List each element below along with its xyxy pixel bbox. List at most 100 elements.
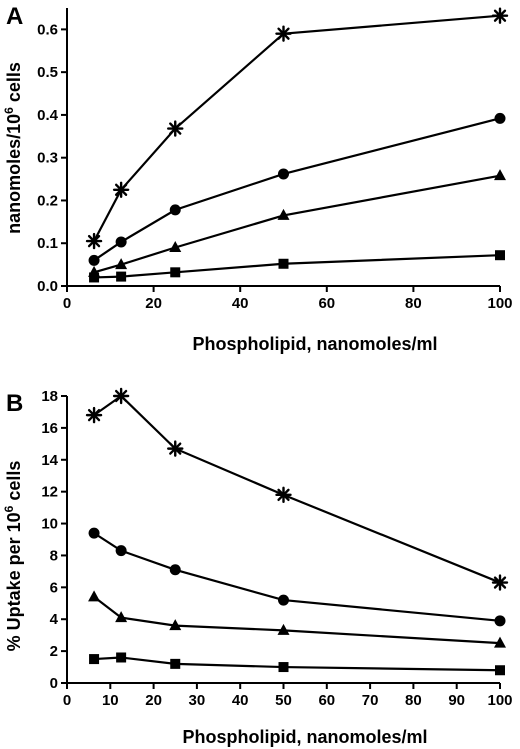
panel-b-series-line-asterisk [93, 394, 501, 584]
panel-b-x-tick-label: 60 [318, 692, 335, 709]
panel-b-y-tick-label: 12 [41, 484, 58, 501]
panel-a-y-tick-label: 0.6 [37, 21, 58, 38]
panel-a-point-asterisk [491, 7, 509, 24]
panel-a-point-triangle [169, 241, 182, 253]
panel-b-y-axis-title: % Uptake per 106 cells [2, 461, 24, 652]
panel-a-point-asterisk [167, 120, 184, 137]
panel-b-x-tick-label: 30 [189, 692, 206, 709]
panel-b-y-axis-title-sup: 6 [2, 505, 16, 512]
panel-a-y-tick-label: 0.1 [37, 235, 58, 252]
panel-a-point-asterisk-stroke [277, 27, 290, 40]
panel-a-x-tick-label: 0 [63, 295, 71, 312]
panel-b-point-asterisk [275, 486, 292, 504]
panel-a-point-asterisk-stroke [493, 9, 507, 22]
panel-b-point-asterisk-stroke [114, 389, 128, 403]
panel-a-y-tick-label: 0.3 [37, 150, 58, 167]
panel-b-x-tick-label: 10 [102, 692, 119, 709]
panel-a-letter: A [6, 3, 23, 30]
panel-b-point-circle [88, 527, 100, 539]
panel-b-point-circle [169, 564, 181, 576]
panel-b-series-line-triangle [93, 596, 501, 645]
panel-a-point-asterisk-stroke [87, 234, 101, 248]
panel-a-x-axis-title: Phospholipid, nanomoles/ml [192, 334, 437, 354]
panel-b-point-asterisk [85, 406, 103, 424]
panel-b-point-square [278, 662, 289, 673]
panel-b-point-circle [278, 594, 289, 606]
panel-b-point-asterisk-stroke [87, 408, 101, 422]
panel-a-x-tick-label: 100 [487, 295, 512, 312]
panel-b-point-circle [494, 615, 506, 627]
panel-b-ticks: 0 10 20 30 40 50 60 70 80 90 100 0 2 4 6 8 10 12 14 16 18 [41, 388, 512, 709]
panel-a-point-triangle [115, 258, 128, 270]
panel-b-x-tick-label: 20 [145, 692, 162, 709]
panel-a-y-tick-label: 0.0 [37, 278, 58, 295]
panel-b-point-triangle [277, 623, 290, 635]
panel-a-y-axis-title-tail: cells [4, 62, 24, 107]
panel-a-y-axis-title-main: nanomoles/10 [4, 114, 24, 234]
panel-b-series-line-square [93, 656, 501, 672]
panel-b-y-tick-label: 6 [50, 579, 58, 596]
panel-b-point-asterisk-stroke [493, 576, 507, 589]
panel-a-point-circle [169, 204, 181, 216]
panel-a-x-tick-label: 20 [145, 295, 162, 312]
panel-b-point-square [495, 665, 505, 676]
panel-b-point-circle [115, 545, 127, 557]
panel-b-y-axis-title-tail: cells [4, 461, 24, 506]
panel-b-y-tick-label: 10 [41, 516, 58, 533]
panel-a-axes [66, 8, 500, 287]
panel-b-y-axis-title-main: % Uptake per 10 [4, 512, 24, 651]
panel-a-x-tick-label: 40 [232, 295, 249, 312]
panel-a-series-line-circle [93, 117, 501, 262]
panel-a-point-asterisk [112, 181, 130, 198]
panel-b-point-asterisk [167, 440, 184, 457]
panel-b-point-asterisk [491, 574, 509, 591]
panel-b-x-tick-label: 0 [63, 692, 71, 709]
panel-b-point-triangle [115, 611, 128, 623]
panel-a-y-tick-label: 0.2 [37, 192, 58, 209]
panel-a-point-asterisk-stroke [114, 183, 128, 196]
panel-a-point-circle [115, 236, 127, 248]
panel-b-point-triangle [88, 590, 101, 602]
panel-b-x-tick-label: 70 [362, 692, 379, 709]
panel-b-series [85, 387, 509, 676]
panel-b-y-tick-label: 18 [41, 388, 58, 405]
panel-b-y-tick-label: 14 [41, 452, 58, 469]
panel-a-point-square [278, 258, 289, 269]
panel-b-x-tick-label: 50 [275, 692, 292, 709]
panel-a-point-triangle [277, 208, 290, 220]
panel-b-point-asterisk-stroke [277, 488, 290, 502]
panel-a-series-line-asterisk [93, 14, 501, 242]
panel-a-point-asterisk-stroke [169, 122, 182, 135]
panel-b-x-axis-title: Phospholipid, nanomoles/ml [182, 727, 427, 747]
panel-a-chart: A Phospholipid, nanomoles/ml nanomoles/1… [2, 3, 513, 354]
panel-a-y-tick-label: 0.5 [37, 64, 58, 81]
panel-b-x-tick-label: 40 [232, 692, 249, 709]
panel-a-point-square [495, 250, 505, 261]
panel-a-y-tick-label: 0.4 [37, 107, 59, 124]
panel-b-chart: B Phospholipid, nanomoles/ml % Uptake pe… [2, 387, 513, 747]
panel-a-y-axis-title: nanomoles/106 cells [2, 62, 24, 234]
panel-a-point-circle [494, 112, 506, 124]
panel-b-y-tick-label: 16 [41, 420, 58, 437]
panel-b-x-tick-label: 90 [448, 692, 465, 709]
panel-b-letter: B [6, 390, 23, 417]
panel-b-y-tick-label: 4 [50, 611, 59, 628]
panel-a-series-line-square [94, 254, 501, 279]
panel-a-point-square [116, 271, 127, 282]
panel-a-y-axis-title-sup: 6 [2, 107, 16, 114]
panel-b-point-square [89, 654, 100, 665]
panel-b-y-tick-label: 8 [50, 547, 58, 564]
panel-b-point-asterisk-stroke [169, 442, 182, 455]
panel-a-point-circle [278, 168, 289, 180]
panel-b-series-line-circle [93, 532, 501, 622]
panel-b-point-triangle [494, 636, 506, 648]
panel-a-point-square [89, 272, 100, 283]
panel-a-point-square [170, 267, 181, 278]
panel-b-y-tick-label: 0 [50, 675, 58, 692]
panel-a-x-tick-label: 80 [405, 295, 422, 312]
panel-a-series [85, 7, 509, 283]
panel-a-point-triangle [494, 169, 506, 181]
panel-a-point-asterisk [85, 232, 103, 250]
panel-a-point-asterisk [275, 25, 292, 42]
